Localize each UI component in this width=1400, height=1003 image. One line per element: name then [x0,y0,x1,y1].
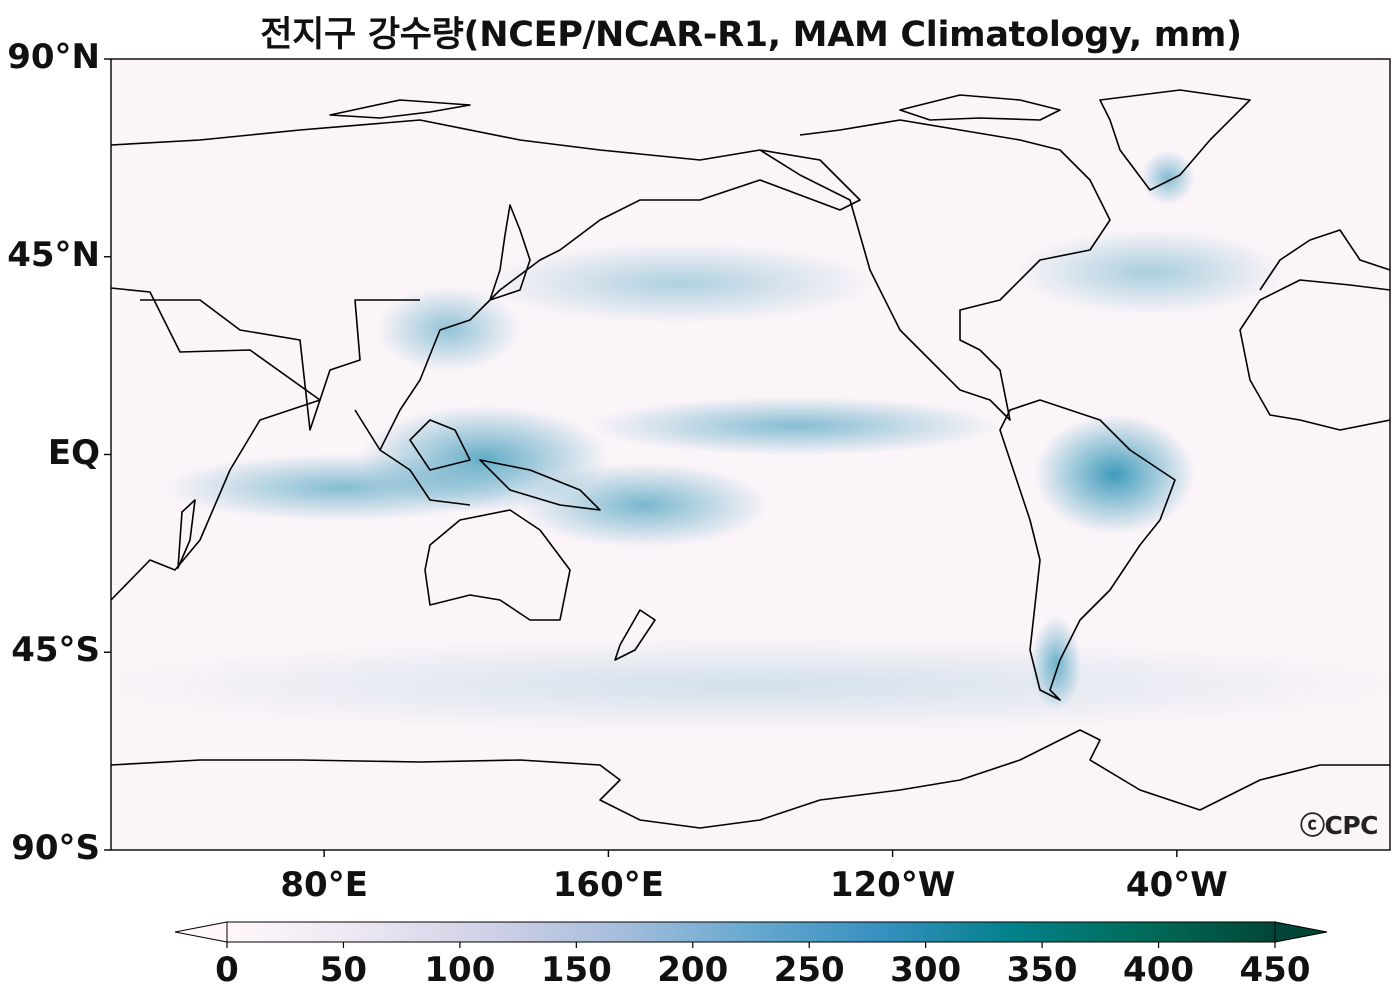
lon-label-3: 40°W [1125,865,1228,905]
coastline-antarctica [111,729,1390,829]
coastline-maritime-sumatra [354,409,471,506]
precip-region-7 [1016,229,1284,315]
colorbar-tick-2: 100 [424,950,496,990]
coastline-madagascar [177,499,196,569]
colorbar-tick-7: 350 [1006,950,1078,990]
lon-label-2: 120°W [829,865,956,905]
cpc-credit: ⓒCPC [1300,811,1379,840]
coastline-borneo [409,419,471,471]
colorbar-tick-6: 300 [890,950,962,990]
lat-label-2: EQ [47,432,100,473]
coastline-japan [489,204,531,301]
coastline-north-america [759,119,1111,421]
colorbar-tick-1: 50 [319,950,368,990]
precip-region-8 [1141,150,1195,205]
precip-region-0 [590,396,1000,456]
coastline-africa [111,287,321,601]
colorbar-tick-9: 450 [1239,950,1311,990]
coastline-asia-north [111,119,861,451]
precip-region-3 [359,405,609,513]
colorbar-gradient [226,921,1276,943]
precip-region-6 [483,242,876,324]
precip-region-4 [1034,414,1195,535]
lat-label-1: 45°N [7,234,100,275]
coastline-arabia-india [140,299,420,431]
colorbar [174,921,1328,948]
colorbar-min-arrow [174,921,228,943]
axis-ticks [104,58,1178,857]
coastline-arctic-islands [899,94,1061,121]
coastlines [111,89,1390,829]
precip-region-10 [111,638,1390,733]
colorbar-tick-4: 200 [657,950,729,990]
coastline-greenland [1099,89,1251,191]
coastline-europe [1259,229,1390,291]
colorbar-tick-0: 0 [215,950,239,990]
coastline-new-zealand [614,609,656,661]
lat-label-4: 90°S [11,828,100,868]
lon-label-0: 80°E [280,865,368,905]
colorbar-tick-5: 250 [773,950,845,990]
precip-region-5 [377,286,520,372]
lat-label-0: 90°N [7,37,100,77]
map-title: 전지구 강수량(NCEP/NCAR-R1, MAM Climatology, m… [260,15,1242,55]
colorbar-tick-3: 150 [540,950,612,990]
coastline-siberia-north [329,99,471,119]
coastline-australia [424,509,571,621]
lon-label-1: 160°E [552,865,664,905]
coastline-south-america [999,399,1176,701]
colorbar-tick-8: 400 [1123,950,1195,990]
colorbar-max-arrow [1274,921,1328,943]
coastline-new-guinea [479,459,601,511]
lat-label-3: 45°S [11,630,100,671]
coastline-africa-west [1239,279,1390,431]
